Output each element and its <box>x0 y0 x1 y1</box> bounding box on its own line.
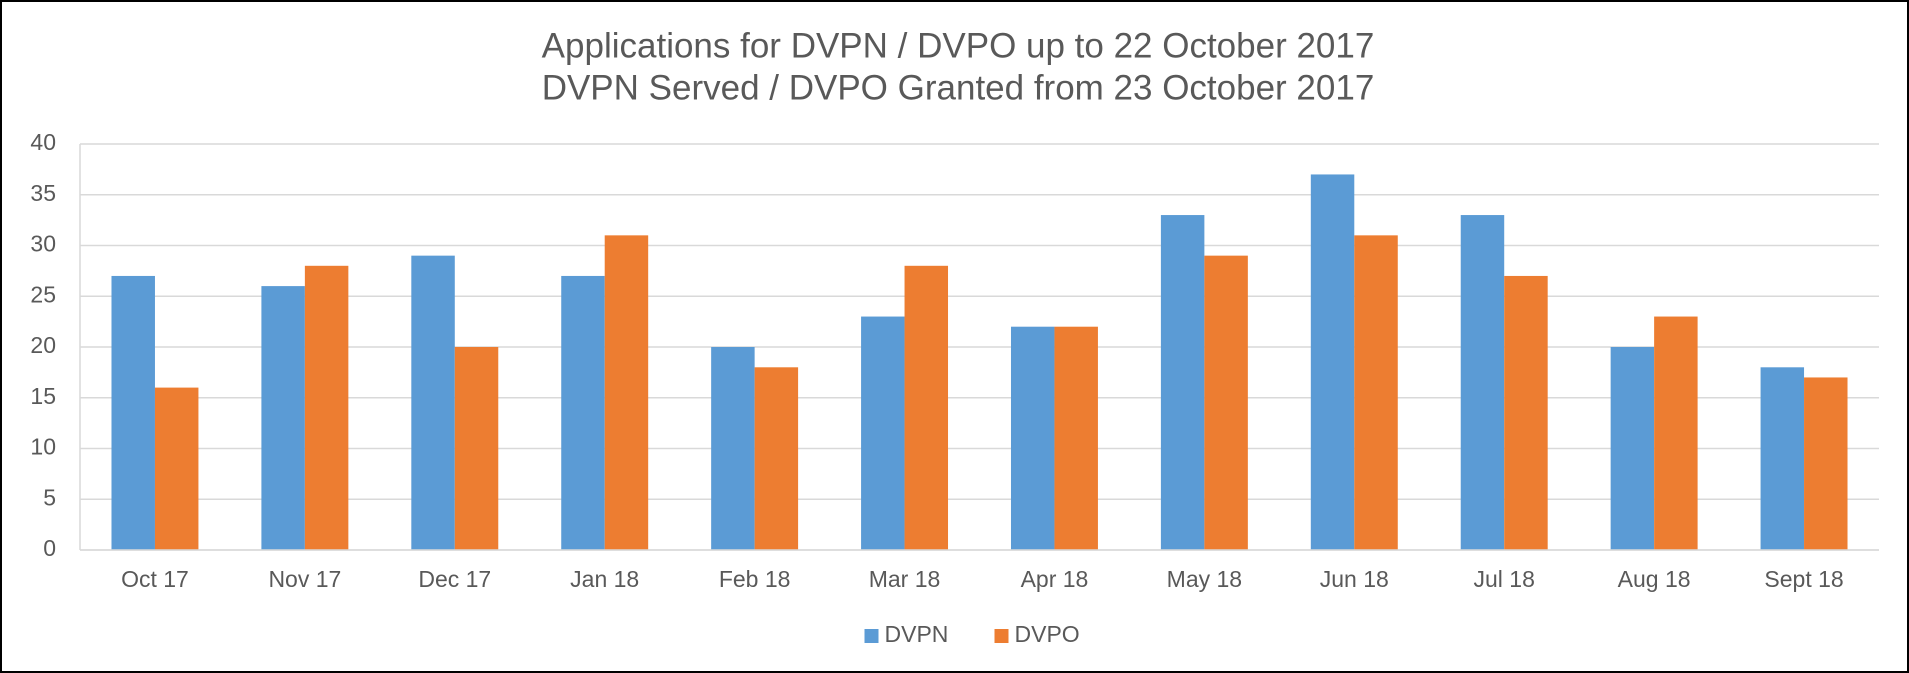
bar <box>1010 326 1055 550</box>
bar <box>904 265 949 550</box>
x-tick-label: Dec 17 <box>418 566 491 592</box>
bar <box>154 387 199 550</box>
x-tick-label: Feb 18 <box>719 566 791 592</box>
bar <box>111 275 155 550</box>
x-tick-label: Jan 18 <box>570 566 639 592</box>
x-tick-label: Mar 18 <box>869 566 941 592</box>
y-tick-label: 25 <box>30 281 56 307</box>
legend-label: DVPN <box>885 621 949 647</box>
x-tick-label: Jun 18 <box>1320 566 1389 592</box>
bar <box>1204 255 1248 550</box>
chart-title: DVPN Served / DVPO Granted from 23 Octob… <box>542 68 1375 107</box>
legend-swatch <box>994 629 1009 643</box>
bar <box>304 265 349 550</box>
bar <box>1760 367 1805 550</box>
bar <box>1160 215 1205 551</box>
bar <box>1804 377 1848 550</box>
bar <box>1460 215 1505 551</box>
y-tick-label: 30 <box>30 231 56 257</box>
chart-title: Applications for DVPN / DVPO up to 22 Oc… <box>542 26 1375 65</box>
bar <box>411 255 455 550</box>
legend-swatch <box>864 629 879 643</box>
x-tick-label: Nov 17 <box>268 566 341 592</box>
bar <box>604 235 649 550</box>
bar <box>561 275 605 550</box>
y-tick-label: 15 <box>30 383 56 409</box>
legend-label: DVPO <box>1015 621 1080 647</box>
bar <box>754 367 799 550</box>
bar <box>1354 235 1398 550</box>
y-tick-label: 10 <box>30 434 56 460</box>
bar <box>1610 347 1655 550</box>
x-tick-label: Sept 18 <box>1764 566 1843 592</box>
x-tick-label: Aug 18 <box>1618 566 1691 592</box>
x-tick-label: May 18 <box>1167 566 1242 592</box>
bar <box>1054 326 1098 550</box>
bar <box>1504 275 1548 550</box>
bar <box>261 286 305 550</box>
bar <box>1310 174 1355 550</box>
x-tick-label: Apr 18 <box>1021 566 1089 592</box>
bar <box>454 347 499 550</box>
y-tick-label: 20 <box>30 332 56 358</box>
bar <box>711 347 755 550</box>
y-tick-label: 0 <box>43 535 56 561</box>
y-tick-label: 35 <box>30 180 56 206</box>
y-tick-label: 5 <box>43 484 56 510</box>
x-tick-label: Oct 17 <box>121 566 189 592</box>
bar <box>861 316 905 550</box>
x-tick-label: Jul 18 <box>1474 566 1535 592</box>
y-tick-label: 40 <box>30 129 56 155</box>
bar <box>1654 316 1698 550</box>
